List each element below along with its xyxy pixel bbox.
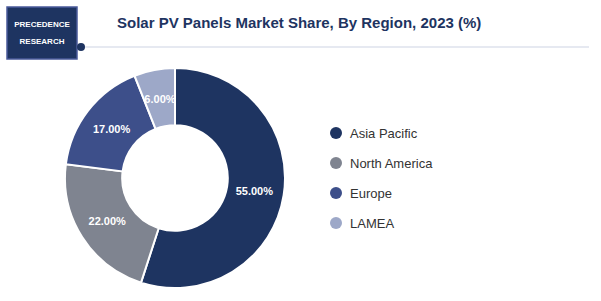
logo-box: [7, 7, 77, 59]
slice: [135, 68, 175, 129]
legend-swatch: [330, 157, 342, 169]
legend-item: LAMEA: [330, 216, 394, 231]
slice: [65, 164, 159, 282]
legend-label: Europe: [350, 186, 392, 201]
data-label: 22.00%: [89, 215, 127, 227]
legend-item: Europe: [330, 186, 392, 201]
legend-item: North America: [330, 156, 433, 171]
logo: PRECEDENCE RESEARCH: [7, 7, 77, 59]
data-labels: 55.00% 22.00% 17.00% 6.00%: [89, 93, 274, 227]
donut: [65, 68, 285, 288]
slice: [141, 68, 285, 288]
legend-label: Asia Pacific: [350, 126, 418, 141]
separator: [80, 47, 589, 48]
legend: Asia Pacific North America Europe LAMEA: [330, 126, 433, 231]
legend-swatch: [330, 187, 342, 199]
legend-label: LAMEA: [350, 216, 394, 231]
data-label: 55.00%: [236, 185, 274, 197]
legend-swatch: [330, 127, 342, 139]
separator-dot: [77, 43, 85, 51]
chart: PRECEDENCE RESEARCH Solar PV Panels Market…: [0, 0, 601, 301]
data-label: 17.00%: [93, 123, 131, 135]
legend-swatch: [330, 217, 342, 229]
title: Solar PV Panels Market Share, By Region,…: [117, 14, 481, 31]
legend-item: Asia Pacific: [330, 126, 418, 141]
annotation: RESEARCH: [20, 37, 65, 46]
data-label: 6.00%: [144, 93, 175, 105]
legend-label: North America: [350, 156, 433, 171]
annotation: PRECEDENCE: [14, 20, 70, 29]
